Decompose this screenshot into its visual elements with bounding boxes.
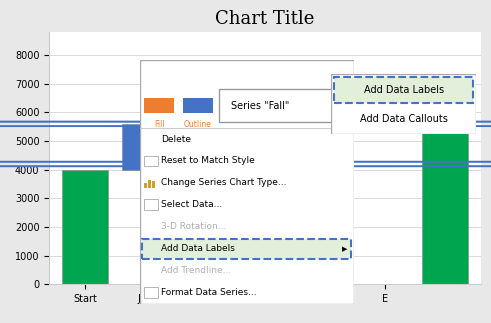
Text: Add Data Labels: Add Data Labels <box>364 85 444 95</box>
Text: ▶: ▶ <box>342 246 348 252</box>
Text: Change Series Chart Type...: Change Series Chart Type... <box>161 178 287 187</box>
Bar <box>362 78 408 115</box>
FancyBboxPatch shape <box>140 60 354 304</box>
Text: Outline: Outline <box>184 120 212 129</box>
Text: Reset to Match Style: Reset to Match Style <box>161 156 255 165</box>
Text: Add Data Callouts: Add Data Callouts <box>360 113 448 123</box>
Text: Add Trendline...: Add Trendline... <box>161 266 232 275</box>
Text: Delete: Delete <box>161 134 191 143</box>
Bar <box>152 182 155 188</box>
FancyBboxPatch shape <box>142 239 352 258</box>
Bar <box>422 75 468 284</box>
FancyBboxPatch shape <box>144 98 174 113</box>
Bar <box>243 92 288 127</box>
Bar <box>144 183 147 188</box>
Text: ▼: ▼ <box>339 103 345 109</box>
FancyBboxPatch shape <box>219 89 349 122</box>
Text: Fill: Fill <box>154 120 164 129</box>
Text: 3-D Rotation...: 3-D Rotation... <box>161 222 227 231</box>
Text: Series "Fall": Series "Fall" <box>231 100 290 110</box>
FancyBboxPatch shape <box>334 77 473 103</box>
Text: Select Data...: Select Data... <box>161 200 222 209</box>
FancyBboxPatch shape <box>183 98 213 113</box>
FancyBboxPatch shape <box>331 74 476 134</box>
Bar <box>302 92 348 112</box>
Bar <box>62 170 108 284</box>
Text: Add Data Labels: Add Data Labels <box>161 244 235 253</box>
Title: Chart Title: Chart Title <box>216 10 315 28</box>
Bar <box>148 180 151 188</box>
Text: Format Data Series...: Format Data Series... <box>161 288 257 297</box>
Bar <box>182 124 228 164</box>
Bar <box>122 124 168 170</box>
